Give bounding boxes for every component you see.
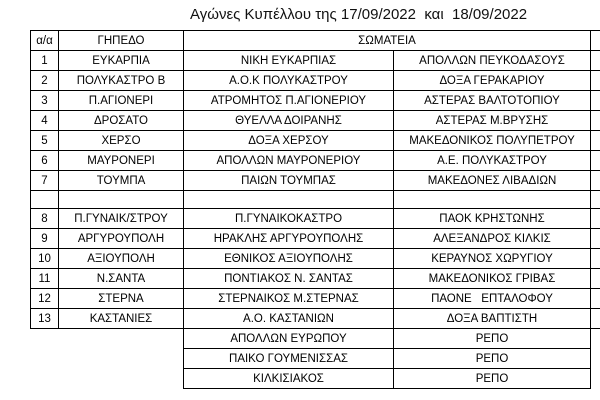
team: ΜΑΚΕΔΟΝΕΣ ΛΙΒΑΔΙΩΝ — [393, 170, 591, 191]
empty-cell — [30, 190, 59, 209]
row-number: 13 — [30, 308, 59, 329]
team: ΑΠΟΛΛΩΝ ΕΥΡΩΠΟΥ — [183, 328, 394, 349]
row-number: 1 — [30, 50, 59, 71]
team: ΣΤΕΡΝΑΙΚΟΣ Μ.ΣΤΕΡΝΑΣ — [183, 288, 394, 309]
header-cell: ΓΗΠΕΔΟ — [58, 30, 184, 51]
venue: ΧΕΡΣΟ — [58, 130, 184, 151]
venue: Ν.ΣΑΝΤΑ — [58, 268, 184, 289]
empty-cell — [58, 190, 184, 209]
team: ΗΡΑΚΛΗΣ ΑΡΓΥΡΟΥΠΟΛΗΣ — [183, 228, 394, 249]
team: ΑΛΕΞΑΝΔΡΟΣ ΚΙΛΚΙΣ — [393, 228, 591, 249]
venue: ΣΤΕΡΝΑ — [58, 288, 184, 309]
venue: ΤΟΥΜΠΑ — [58, 170, 184, 191]
team: ΚΙΛΚΙΣΙΑΚΟΣ — [183, 368, 394, 389]
empty-cell — [393, 190, 591, 209]
row-number: 5 — [30, 130, 59, 151]
cell — [590, 50, 600, 71]
cell — [590, 170, 600, 191]
title: Αγώνες Κυπέλλου της 17/09/2022 και 18/09… — [190, 6, 528, 23]
row-number: 9 — [30, 228, 59, 249]
team: ΘΥΕΛΛΑ ΔΟΙΡΑΝΗΣ — [183, 110, 394, 131]
team: ΜΑΚΕΔΟΝΙΚΟΣ ΠΟΛΥΠΕΤΡΟΥ — [393, 130, 591, 151]
row-number: 10 — [30, 248, 59, 269]
cell — [590, 70, 600, 91]
venue: ΑΞΙΟΥΠΟΛΗ — [58, 248, 184, 269]
team: Α.Ε. ΠΟΛΥΚΑΣΤΡΟΥ — [393, 150, 591, 171]
venue: ΔΡΟΣΑΤΟ — [58, 110, 184, 131]
cell — [590, 268, 600, 289]
row-number: 11 — [30, 268, 59, 289]
row-number: 6 — [30, 150, 59, 171]
team: ΕΘΝΙΚΟΣ ΑΞΙΟΥΠΟΛΗΣ — [183, 248, 394, 269]
empty-cell — [590, 190, 600, 209]
team: Α.Ο.Κ ΠΟΛΥΚΑΣΤΡΟΥ — [183, 70, 394, 91]
bye-label: ΡΕΠΟ — [393, 328, 591, 349]
team: ΑΠΟΛΛΩΝ ΜΑΥΡΟΝΕΡΙΟΥ — [183, 150, 394, 171]
cell — [590, 90, 600, 111]
team: ΑΠΟΛΛΩΝ ΠΕΥΚΟΔΑΣΟΥΣ — [393, 50, 591, 71]
team: Α.Ο. ΚΑΣΤΑΝΙΩΝ — [183, 308, 394, 329]
cell — [590, 248, 600, 269]
team: ΚΕΡΑΥΝΟΣ ΧΩΡΥΓΙΟΥ — [393, 248, 591, 269]
cell — [590, 288, 600, 309]
row-number: 7 — [30, 170, 59, 191]
team: ΠΑΙΚΟ ΓΟΥΜΕΝΙΣΣΑΣ — [183, 348, 394, 369]
team: ΔΟΞΑ ΧΕΡΣΟΥ — [183, 130, 394, 151]
team: ΜΑΚΕΔΟΝΙΚΟΣ ΓΡΙΒΑΣ — [393, 268, 591, 289]
cell — [590, 208, 600, 229]
team: ΠΑΟΚ ΚΡΗΣΤΩΝΗΣ — [393, 208, 591, 229]
cell — [590, 228, 600, 249]
row-number: 3 — [30, 90, 59, 111]
cell — [590, 110, 600, 131]
venue: Π.ΑΓΙΟΝΕΡΙ — [58, 90, 184, 111]
header-cell: ΣΩΜΑΤΕΙΑ — [183, 30, 591, 51]
venue: ΚΑΣΤΑΝΙΕΣ — [58, 308, 184, 329]
row-number: 4 — [30, 110, 59, 131]
row-number: 2 — [30, 70, 59, 91]
row-number: 8 — [30, 208, 59, 229]
team: ΠΑΟΝΕ ΕΠΤΑΛΟΦΟΥ — [393, 288, 591, 309]
team: ΠΟΝΤΙΑΚΟΣ Ν. ΣΑΝΤΑΣ — [183, 268, 394, 289]
team: ΑΣΤΕΡΑΣ Μ.ΒΡΥΣΗΣ — [393, 110, 591, 131]
header-cell: α/α — [30, 30, 59, 51]
team: ΑΣΤΕΡΑΣ ΒΑΛΤΟΤΟΠΙΟΥ — [393, 90, 591, 111]
venue: ΠΟΛΥΚΑΣΤΡΟ Β — [58, 70, 184, 91]
team: Π.ΓΥΝΑΙΚΟΚΑΣΤΡΟ — [183, 208, 394, 229]
venue: ΜΑΥΡΟΝΕΡΙ — [58, 150, 184, 171]
header-cell — [590, 30, 600, 51]
cell — [590, 308, 600, 329]
empty-cell — [183, 190, 394, 209]
cell — [590, 130, 600, 151]
team: ΠΑΙΩΝ ΤΟΥΜΠΑΣ — [183, 170, 394, 191]
venue: Π.ΓΥΝΑΙΚ/ΣΤΡΟΥ — [58, 208, 184, 229]
bye-label: ΡΕΠΟ — [393, 348, 591, 369]
row-number: 12 — [30, 288, 59, 309]
cell — [590, 150, 600, 171]
team: ΔΟΞΑ ΓΕΡΑΚΑΡΙΟΥ — [393, 70, 591, 91]
venue: ΕΥΚΑΡΠΙΑ — [58, 50, 184, 71]
bye-label: ΡΕΠΟ — [393, 368, 591, 389]
team: ΝΙΚΗ ΕΥΚΑΡΠΙΑΣ — [183, 50, 394, 71]
team: ΑΤΡΟΜΗΤΟΣ Π.ΑΓΙΟΝΕΡΙΟΥ — [183, 90, 394, 111]
team: ΔΟΞΑ ΒΑΠΤΙΣΤΗ — [393, 308, 591, 329]
venue: ΑΡΓΥΡΟΥΠΟΛΗ — [58, 228, 184, 249]
